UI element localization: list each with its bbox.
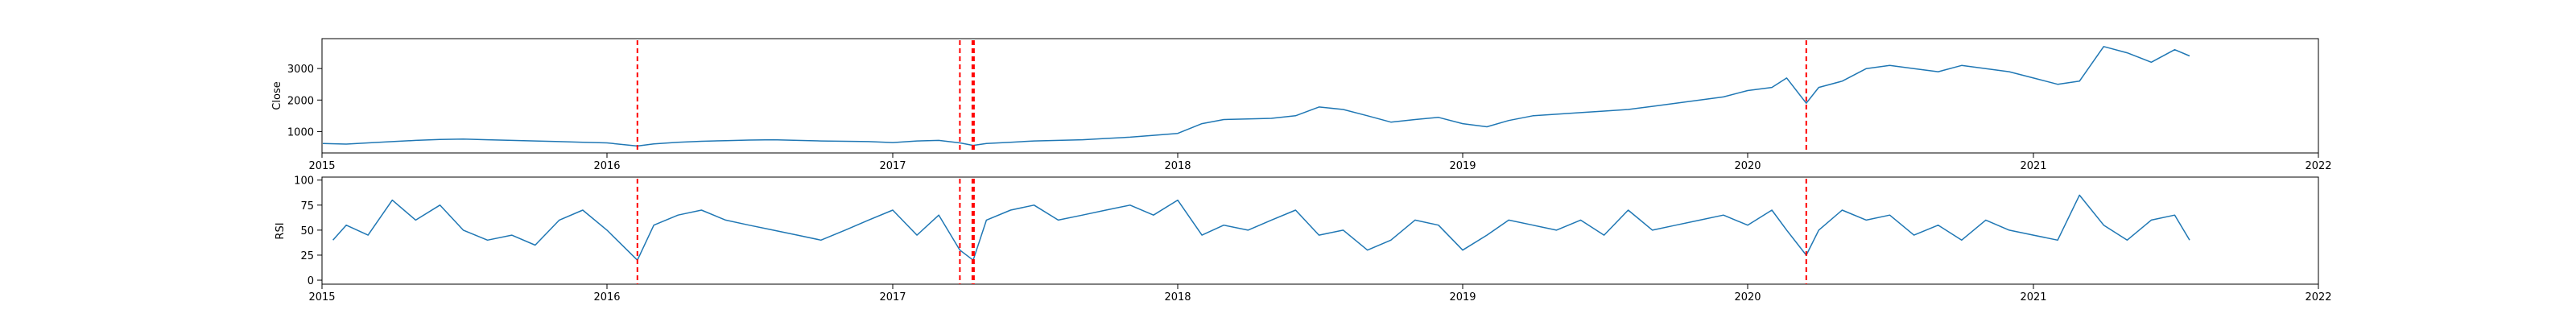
rsi-y-tick-label-75: 75 [300, 200, 314, 213]
close-x-tick-label-2018: 2018 [1164, 160, 1191, 172]
rsi-x-tick-label-2020: 2020 [1734, 291, 1761, 303]
rsi-y-tick-label-100: 100 [294, 175, 314, 188]
close-x-tick-label-2019: 2019 [1449, 160, 1476, 172]
rsi-y-tick-label-50: 50 [300, 225, 314, 237]
rsi-x-tick-label-2018: 2018 [1164, 291, 1191, 303]
close-x-tick-label-2015: 2015 [308, 160, 335, 172]
close-y-tick-label-2000: 2000 [287, 95, 314, 107]
rsi-y-tick-label-25: 25 [300, 250, 314, 262]
rsi-plot-frame [321, 176, 2319, 285]
close-price-chart: 2015 2016 2017 2018 2019 2020 2021 2022 1000 2000… [271, 38, 2332, 172]
close-x-tick-label-2020: 2020 [1734, 160, 1761, 172]
rsi-x-tick-label-2017: 2017 [879, 291, 906, 303]
rsi-chart-content: 2015 2016 2017 2018 2019 2020 2021 2022 0 25 50 75 1… [294, 175, 2331, 303]
close-y-tick-label-1000: 1000 [287, 126, 314, 138]
rsi-x-tick-label-2015: 2015 [308, 291, 335, 303]
close-x-tick-label-2017: 2017 [879, 160, 906, 172]
rsi-series-line-0 [332, 194, 2190, 261]
close-x-tick-label-2016: 2016 [593, 160, 620, 172]
close-y-axis-label: Close [271, 81, 283, 109]
close-x-tick-label-2022: 2022 [2305, 160, 2331, 172]
rsi-y-axis-label: RSI [275, 222, 287, 239]
rsi-x-tick-label-2021: 2021 [2020, 291, 2046, 303]
rsi-y-tick-label-0: 0 [308, 275, 314, 287]
close-chart-content: 2015 2016 2017 2018 2019 2020 2021 2022 1000 2000… [287, 40, 2332, 172]
rsi-x-tick-label-2019: 2019 [1449, 291, 1476, 303]
close-plot-frame [321, 38, 2319, 154]
close-y-tick-label-3000: 3000 [287, 64, 314, 76]
rsi-x-tick-label-2016: 2016 [593, 291, 620, 303]
rsi-chart: 2015 2016 2017 2018 2019 2020 2021 2022 0 25 50 75 1… [275, 175, 2332, 303]
close-x-tick-label-2021: 2021 [2020, 160, 2046, 172]
rsi-x-tick-label-2022: 2022 [2305, 291, 2331, 303]
close-series-line-0 [322, 46, 2190, 147]
